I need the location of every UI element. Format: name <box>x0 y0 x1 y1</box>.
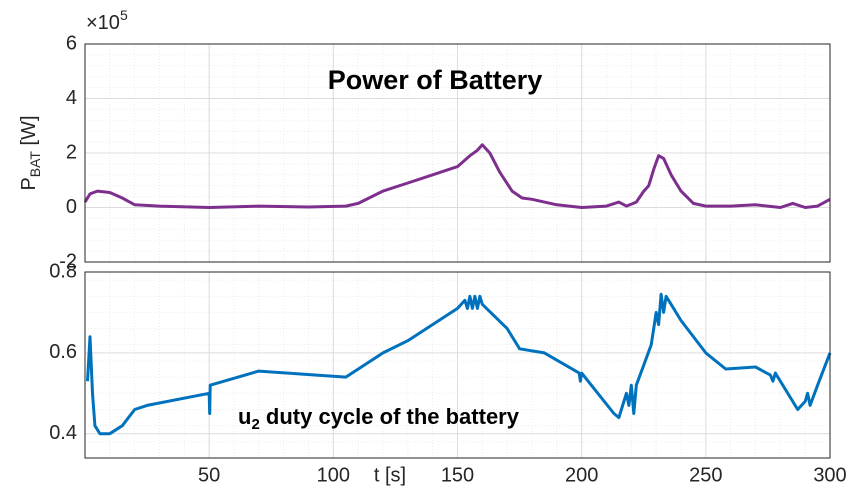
text-part: BAT <box>27 151 43 178</box>
y-tick-label: 0.6 <box>49 341 77 363</box>
y-tick-label: 2 <box>66 141 77 163</box>
x-tick-label: 50 <box>198 464 220 486</box>
data-line <box>86 292 832 436</box>
data-line <box>83 143 831 209</box>
y-tick-label: 0.4 <box>49 422 77 444</box>
x-tick-label: 100 <box>317 464 350 486</box>
annotation: u2 duty cycle of the battery <box>238 404 520 433</box>
y-tick-label: 0 <box>66 196 77 218</box>
text-part: 2 <box>251 416 259 433</box>
text-part: u <box>238 404 251 429</box>
subplot: -2 0 2 4 6 Power of Battery ×105 PBAT [W] <box>18 7 831 272</box>
text-part: [W] <box>18 115 40 151</box>
chart-title: Power of Battery <box>328 65 543 95</box>
text-part: duty cycle of the battery <box>260 404 520 429</box>
x-tick-label: 200 <box>565 464 598 486</box>
y-tick-label: 4 <box>66 87 77 109</box>
x-axis-label: t [s] <box>374 464 406 486</box>
subplot: 50 100 150 200 250 300 0.4 0.6 0.8 u2 duty cycle … <box>49 260 847 486</box>
y-tick-label: -2 <box>59 250 77 272</box>
axes-frame <box>84 271 831 459</box>
text-part: 5 <box>120 7 128 23</box>
text-part: ×10 <box>86 12 120 34</box>
axes-frame <box>84 43 831 263</box>
y-axis-label: PBAT [W] <box>18 115 42 190</box>
x-tick-label: 250 <box>689 464 722 486</box>
text-part: P <box>18 177 40 190</box>
y-tick-label: 6 <box>66 32 77 54</box>
exponent-label: ×105 <box>86 7 128 35</box>
y-tick-label: 0.8 <box>49 260 77 282</box>
x-tick-label: 300 <box>813 464 846 486</box>
x-tick-label: 150 <box>441 464 474 486</box>
